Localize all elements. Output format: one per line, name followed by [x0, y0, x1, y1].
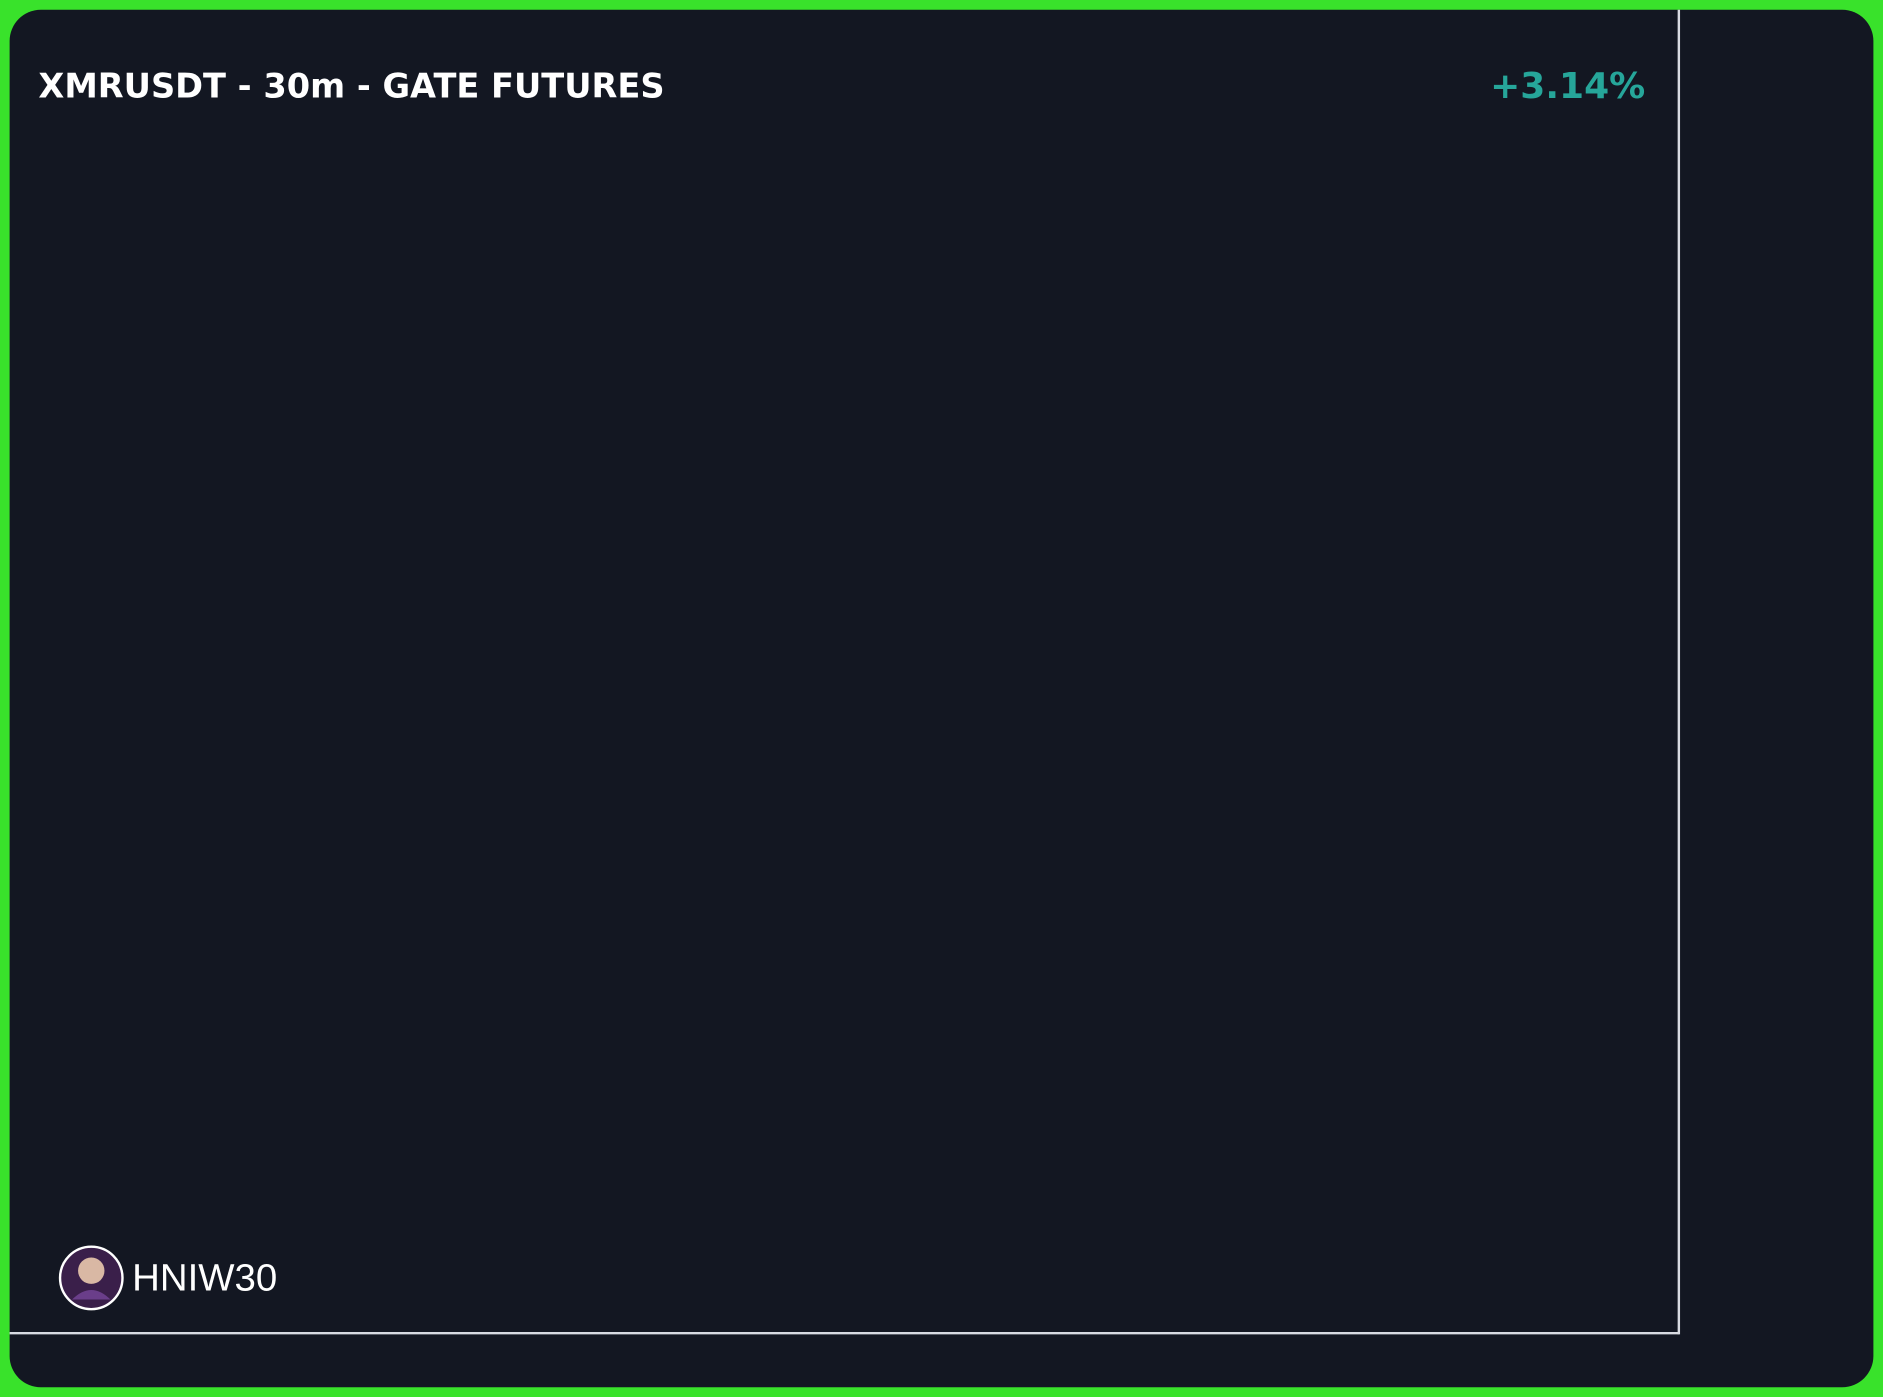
- avatar-face: [78, 1257, 105, 1284]
- avatar-body: [72, 1289, 111, 1300]
- chart-title: XMRUSDT - 30m - GATE FUTURES: [38, 66, 664, 105]
- change-label: +3.14%: [1490, 66, 1645, 107]
- watermark-text: HNIW30: [132, 1256, 277, 1299]
- axes: [9, 9, 1681, 1335]
- watermark: HNIW30: [58, 1245, 277, 1311]
- background: [9, 9, 1874, 1388]
